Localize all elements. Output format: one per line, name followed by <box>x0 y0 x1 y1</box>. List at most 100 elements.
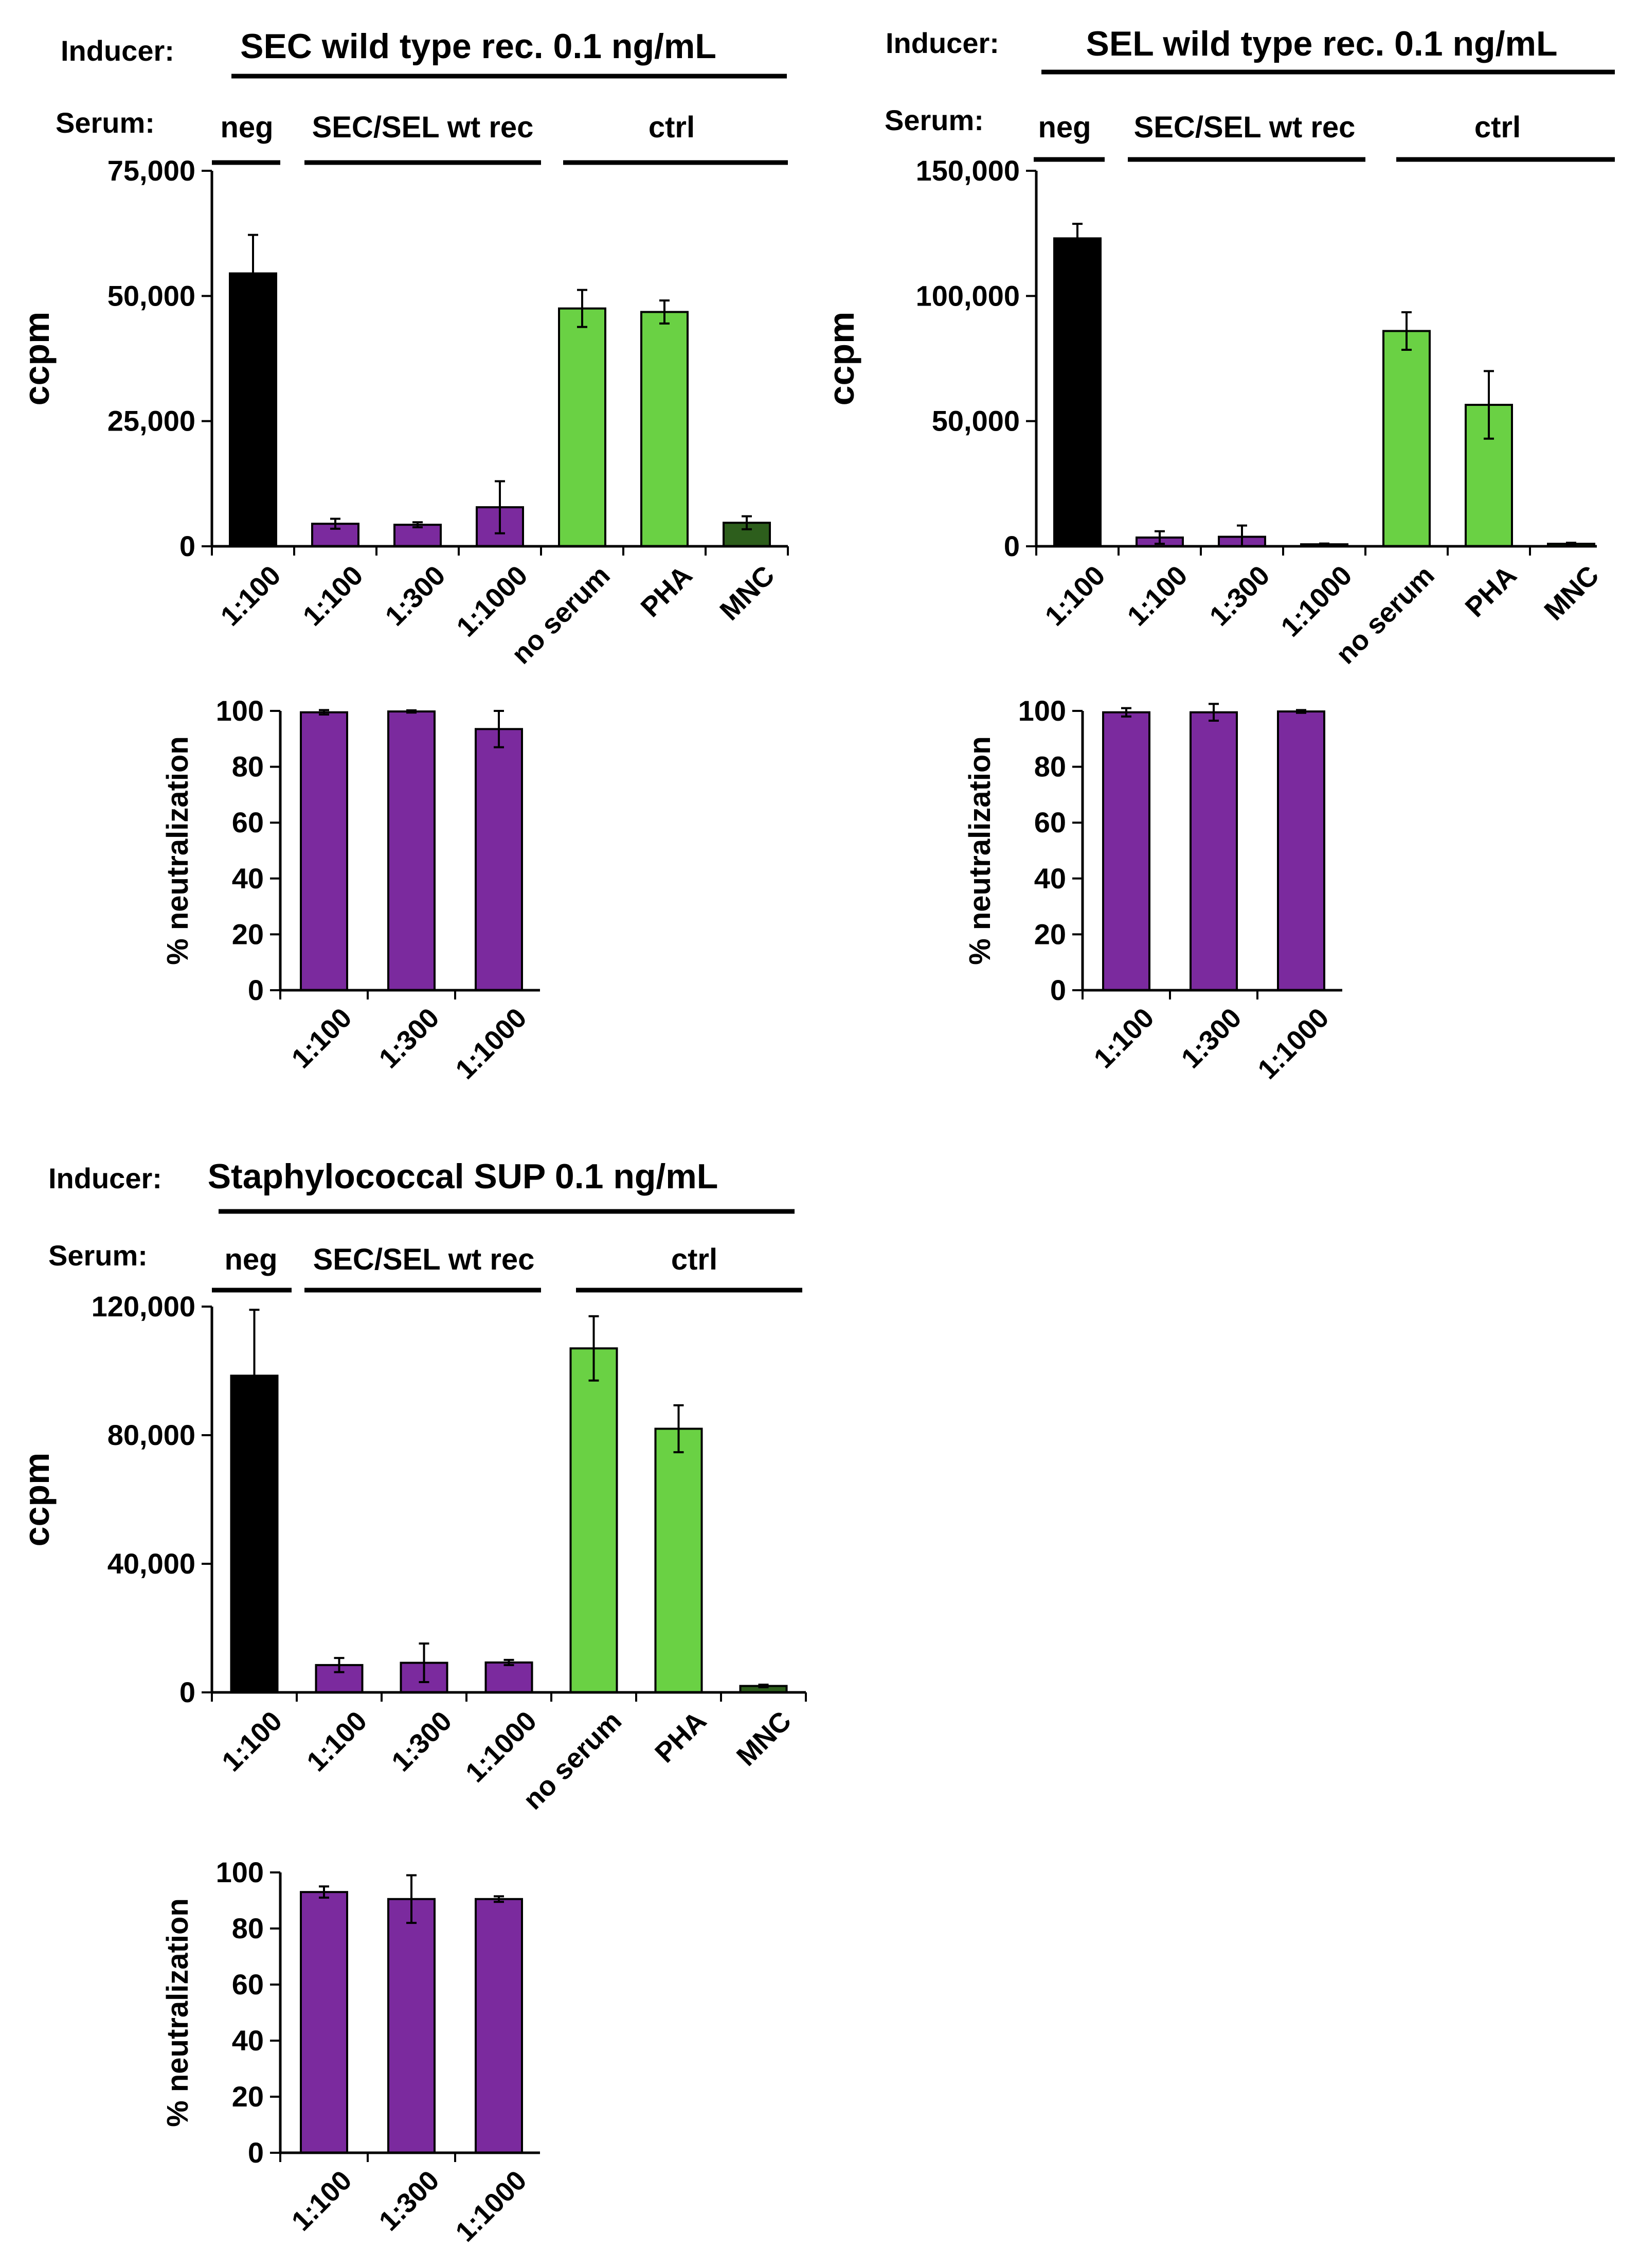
sup_ccpm-group-label: neg <box>224 1243 277 1276</box>
sel_ccpm-bar <box>1382 330 1431 547</box>
sup_neut-panel: 1:100 1:300 1:1000 0 20 40 60 80 100 % neutraliza… <box>161 1856 540 2248</box>
sel_ccpm-bar <box>1053 237 1102 547</box>
sec_ccpm-y-tick-label: 0 <box>179 530 195 562</box>
sec_ccpm-bar <box>393 524 442 547</box>
sec_ccpm-group-label: SEC/SEL wt rec <box>312 111 534 144</box>
sel_neut-bar <box>1277 710 1325 992</box>
sup_neut-y-tick-label: 20 <box>232 2080 264 2113</box>
sel_ccpm-category-label: 1:1000 <box>1275 560 1358 642</box>
sel_ccpm-category-label: PHA <box>1460 560 1523 623</box>
sup_ccpm-y-tick-label: 120,000 <box>92 1290 195 1323</box>
sel_ccpm-y-tick-label: 0 <box>1004 530 1020 562</box>
sup_ccpm-category-label: 1:300 <box>386 1705 458 1777</box>
sec_ccpm-group-label: ctrl <box>649 111 695 144</box>
sup_neut-category-label: 1:1000 <box>449 2165 532 2247</box>
sec_ccpm-bar <box>558 307 606 548</box>
sec_ccpm-bar <box>229 272 277 547</box>
sec_ccpm-category-label: 1:100 <box>215 560 287 632</box>
sup_neut-y-tick-label: 80 <box>232 1912 264 1944</box>
sel_ccpm-category-label: 1:100 <box>1039 560 1111 632</box>
sup_neut-y-tick-label: 60 <box>232 1968 264 2001</box>
sec_ccpm-y-tick-label: 50,000 <box>107 279 195 312</box>
sel_neut-y-tick-label: 0 <box>1050 974 1066 1006</box>
sec_neut-bar <box>387 710 436 992</box>
sup_neut-bar <box>387 1898 436 2154</box>
sec_neut-panel: 1:100 1:300 1:1000 0 20 40 60 80 100 % neutraliza… <box>161 694 540 1085</box>
sec_ccpm-title: SEC wild type rec. 0.1 ng/mL <box>240 27 716 66</box>
sec_ccpm-category-label: PHA <box>635 560 698 623</box>
sel_ccpm-y-tick-label: 100,000 <box>916 279 1020 312</box>
sel_ccpm-group-label: ctrl <box>1474 111 1521 144</box>
sel_ccpm-group-label: neg <box>1038 111 1091 144</box>
sup_neut-category-label: 1:100 <box>286 2165 358 2237</box>
sec_neut-y-tick-label: 100 <box>216 694 264 727</box>
sec_ccpm-y-tick-label: 25,000 <box>107 405 195 437</box>
sup_neut-bar <box>300 1891 348 2154</box>
sup_neut-y-axis-label: % neutralization <box>161 1898 194 2127</box>
sel_neut-y-tick-label: 100 <box>1018 694 1066 727</box>
sel_ccpm-category-label: MNC <box>1538 560 1605 626</box>
sup_ccpm-group-label: SEC/SEL wt rec <box>313 1243 535 1276</box>
sec_ccpm-y-axis-label: ccpm <box>16 312 57 406</box>
sup_ccpm-y-tick-label: 80,000 <box>107 1419 195 1451</box>
sec_neut-y-tick-label: 0 <box>248 974 264 1006</box>
sup_ccpm-category-label: PHA <box>649 1705 712 1769</box>
sup_ccpm-category-label: 1:100 <box>216 1705 288 1777</box>
sel_neut-category-label: 1:1000 <box>1252 1002 1335 1085</box>
sel_neut-y-tick-label: 40 <box>1034 862 1066 895</box>
sup_ccpm-bar <box>654 1427 703 1693</box>
sel_neut-y-axis-label: % neutralization <box>963 736 997 965</box>
sup_neut-y-tick-label: 0 <box>248 2136 264 2169</box>
sec_neut-category-label: 1:1000 <box>449 1002 532 1085</box>
sup_ccpm-inducer-label: Inducer: <box>48 1162 162 1194</box>
sup_ccpm-y-tick-label: 40,000 <box>107 1547 195 1580</box>
sup_ccpm-category-label: 1:1000 <box>460 1705 543 1788</box>
sel_ccpm-category-label: 1:300 <box>1204 560 1276 632</box>
sel_neut-y-tick-label: 80 <box>1034 751 1066 783</box>
sec_neut-bar <box>475 728 523 992</box>
sel_neut-y-tick-label: 20 <box>1034 918 1066 950</box>
sel_ccpm-title: SEL wild type rec. 0.1 ng/mL <box>1086 24 1557 63</box>
sel_ccpm-group-label: SEC/SEL wt rec <box>1134 111 1356 144</box>
sup_ccpm-title: Staphylococcal SUP 0.1 ng/mL <box>208 1157 718 1196</box>
sec_ccpm-category-label: 1:1000 <box>451 560 533 642</box>
sel_ccpm-category-label: 1:100 <box>1122 560 1194 632</box>
sec_neut-y-tick-label: 20 <box>232 918 264 950</box>
sec_neut-bar <box>300 711 348 991</box>
sup_ccpm-bar <box>569 1347 618 1693</box>
sup_ccpm-category-label: 1:100 <box>301 1705 373 1777</box>
sec_ccpm-category-label: 1:300 <box>380 560 452 632</box>
sup_ccpm-bar <box>484 1661 533 1693</box>
sel_ccpm-serum-label: Serum: <box>885 104 984 136</box>
sel_neut-category-label: 1:300 <box>1176 1002 1248 1074</box>
sup_ccpm-group-label: ctrl <box>671 1243 717 1276</box>
sec_neut-category-label: 1:100 <box>286 1002 358 1074</box>
sec_ccpm-category-label: 1:100 <box>297 560 369 632</box>
sel_ccpm-y-tick-label: 150,000 <box>916 154 1020 187</box>
sel_neut-category-label: 1:100 <box>1088 1002 1160 1074</box>
sec_ccpm-inducer-label: Inducer: <box>61 34 174 67</box>
sel_ccpm-y-axis-label: ccpm <box>821 312 861 406</box>
sel_neut-y-tick-label: 60 <box>1034 806 1066 838</box>
sel_ccpm-y-tick-label: 50,000 <box>932 405 1020 437</box>
sec_ccpm-group-label: neg <box>220 111 273 144</box>
sel_neut-bar <box>1190 711 1238 991</box>
sup_ccpm-y-tick-label: 0 <box>179 1676 195 1708</box>
sup_ccpm-y-axis-label: ccpm <box>16 1453 57 1547</box>
sup_neut-category-label: 1:300 <box>373 2165 445 2237</box>
sel_ccpm-inducer-label: Inducer: <box>886 27 999 59</box>
sec_ccpm-bar <box>640 311 689 547</box>
sup_neut-y-tick-label: 100 <box>216 1856 264 1888</box>
sel_neut-bar <box>1102 711 1150 991</box>
sup_neut-y-tick-label: 40 <box>232 2024 264 2057</box>
sup_neut-bar <box>475 1898 523 2154</box>
sec_ccpm-serum-label: Serum: <box>56 106 155 139</box>
sel_neut-panel: 1:100 1:300 1:1000 0 20 40 60 80 100 % neutraliza… <box>963 694 1342 1085</box>
sec_neut-category-label: 1:300 <box>373 1002 445 1074</box>
sec_neut-y-tick-label: 60 <box>232 806 264 838</box>
sec_ccpm-category-label: MNC <box>714 560 780 626</box>
